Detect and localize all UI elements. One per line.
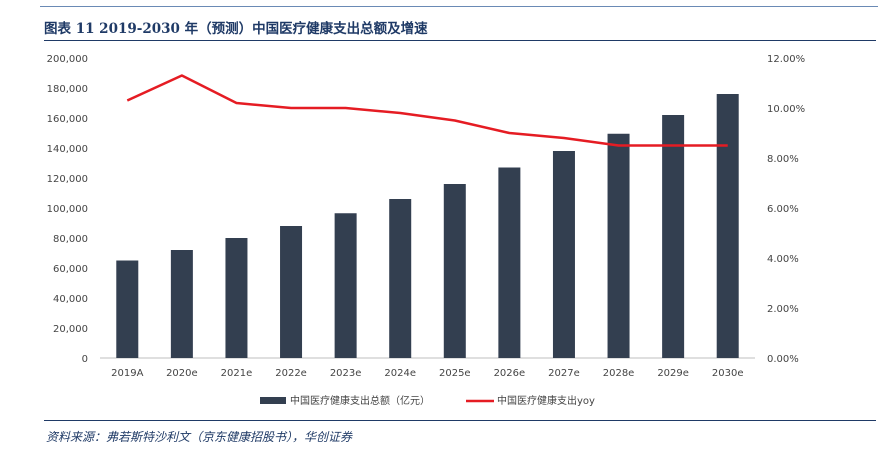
bar: [389, 199, 412, 358]
x-tick-label: 2024e: [384, 368, 416, 379]
legend-bar-swatch: [260, 397, 286, 404]
x-tick-label: 2029e: [657, 368, 689, 379]
figure-title: 图表 11 2019-2030 年（预测）中国医疗健康支出总额及增速: [44, 21, 428, 37]
bar: [443, 184, 466, 358]
bar: [225, 238, 248, 358]
chart-area: 0 20,000 40,000 60,000 80,000 100,000 120,000 1…: [47, 54, 806, 407]
y-left-tick-label: 140,000: [47, 144, 88, 155]
x-tick-label: 2021e: [221, 368, 253, 379]
y-right-tick-label: 2.00%: [767, 304, 799, 315]
x-tick-label: 2025e: [439, 368, 471, 379]
y-left-tick-label: 160,000: [47, 114, 88, 125]
y-left-tick-label: 40,000: [53, 294, 88, 305]
y-left-tick-label: 0: [82, 354, 88, 365]
x-tick-label: 2028e: [603, 368, 635, 379]
previous-page-strip: [40, 0, 878, 7]
bar: [662, 115, 685, 358]
y-right-tick-label: 10.00%: [767, 104, 805, 115]
bar: [607, 133, 630, 358]
y-right-tick-label: 4.00%: [767, 254, 799, 265]
legend-line-label: 中国医疗健康支出yoy: [497, 394, 595, 407]
x-tick-label: 2022e: [275, 368, 307, 379]
legend-bar-label: 中国医疗健康支出总额（亿元）: [290, 394, 430, 407]
bar: [280, 226, 303, 358]
bar: [116, 260, 139, 358]
x-tick-label: 2027e: [548, 368, 580, 379]
y-left-tick-label: 20,000: [53, 324, 88, 335]
title-rule: [44, 40, 876, 41]
y-right-tick-label: 8.00%: [767, 154, 799, 165]
source-note: 资料来源：弗若斯特沙利文（京东健康招股书），华创证券: [46, 430, 353, 444]
x-tick-label: 2026e: [494, 368, 526, 379]
x-tick-label: 2020e: [166, 368, 198, 379]
bar: [498, 167, 521, 358]
y-left-tick-label: 200,000: [47, 54, 88, 65]
x-tick-label: 2023e: [330, 368, 362, 379]
y-right-tick-label: 12.00%: [767, 54, 805, 65]
yoy-line: [126, 74, 728, 147]
bar: [552, 151, 575, 358]
x-tick-label: 2030e: [712, 368, 744, 379]
y-left-tick-label: 120,000: [47, 174, 88, 185]
y-right-tick-label: 6.00%: [767, 204, 799, 215]
y-left-tick-label: 80,000: [53, 234, 88, 245]
y-left-tick-label: 180,000: [47, 84, 88, 95]
y-left-tick-label: 60,000: [53, 264, 88, 275]
bar: [170, 250, 193, 358]
source-rule: [44, 420, 876, 421]
x-tick-label: 2019A: [111, 368, 143, 379]
bar: [334, 213, 357, 358]
y-left-tick-label: 100,000: [47, 204, 88, 215]
bar: [716, 94, 739, 358]
y-right-tick-label: 0.00%: [767, 354, 799, 365]
